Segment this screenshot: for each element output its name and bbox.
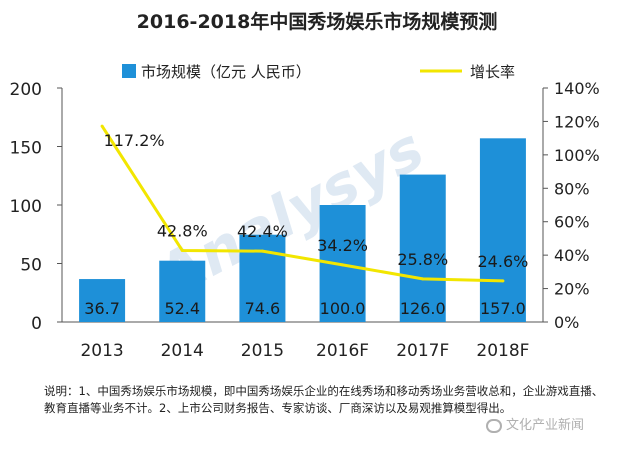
line-point [501, 279, 505, 283]
bar-value-label: 100.0 [320, 299, 366, 318]
bar-value-label: 52.4 [164, 299, 200, 318]
bar-value-label: 74.6 [245, 299, 281, 318]
x-tick-label: 2016F [316, 341, 369, 361]
growth-value-label: 24.6% [478, 252, 529, 271]
line-point [100, 124, 104, 128]
growth-line [100, 125, 503, 283]
bar [399, 174, 446, 322]
y-right-tick-label: 0% [554, 313, 579, 332]
bar [239, 234, 286, 322]
bar [79, 279, 126, 322]
x-tick-label: 2017F [396, 341, 449, 361]
x-tick-label: 2013 [80, 341, 123, 361]
data-labels: 36.7 52.4 74.6 100.0 126.0 157.0 117.2% 42.8% 42… [84, 131, 528, 318]
x-tick-label: 2015 [241, 341, 284, 361]
legend: 市场规模（亿元 人民币） 增长率 [122, 63, 515, 81]
legend-bar-label: 市场规模（亿元 人民币） [141, 63, 311, 81]
chart-note: 说明：1、中国秀场娱乐市场规模，即中国秀场娱乐企业的在线秀场和移动秀场业务营收总… [44, 384, 604, 415]
axes: 0 50 100 150 200 0% 20% 40% 60% 80% 100% 120% 140% 20… [10, 79, 600, 361]
growth-value-label: 25.8% [397, 250, 448, 269]
bar [479, 138, 526, 322]
y-left-tick-label: 150 [10, 139, 42, 159]
y-right-tick-label: 100% [554, 146, 600, 165]
y-right-tick-label: 40% [554, 246, 590, 265]
y-right-tick-label: 140% [554, 79, 600, 98]
source-watermark-text: 文化产业新闻 [506, 418, 585, 433]
x-tick-label: 2018F [476, 341, 529, 361]
growth-line-series [100, 124, 505, 283]
y-left-tick-label: 100 [10, 197, 42, 217]
chart: Analysys 2016-2018年中国秀场娱乐市场规模预测 市场规模（亿元 … [10, 10, 600, 361]
growth-value-label: 117.2% [104, 131, 165, 150]
y-right-tick-label: 20% [554, 280, 590, 299]
growth-value-label: 34.2% [317, 236, 368, 255]
line-point [260, 249, 264, 253]
source-watermark: 文化产业新闻 [486, 414, 584, 433]
y-left-tick-label: 0 [31, 314, 42, 334]
y-right-tick-label: 60% [554, 213, 590, 232]
wechat-icon [486, 418, 502, 433]
bar-value-label: 36.7 [84, 299, 120, 318]
line-point [341, 263, 345, 267]
growth-value-label: 42.8% [157, 221, 208, 240]
growth-value-label: 42.4% [237, 222, 288, 241]
bar-value-label: 157.0 [480, 299, 526, 318]
line-point [421, 277, 425, 281]
x-tick-label: 2014 [161, 341, 204, 361]
bar [159, 260, 206, 322]
y-left-tick-label: 50 [20, 256, 42, 276]
y-right-tick-label: 80% [554, 179, 590, 198]
y-right-tick-label: 120% [554, 112, 600, 131]
bar-value-label: 126.0 [400, 299, 446, 318]
legend-line-label: 增长率 [470, 63, 515, 81]
legend-bar-swatch [122, 64, 136, 78]
chart-title: 2016-2018年中国秀场娱乐市场规模预测 [137, 10, 498, 33]
y-left-tick-label: 200 [10, 80, 42, 100]
line-point [180, 248, 184, 252]
